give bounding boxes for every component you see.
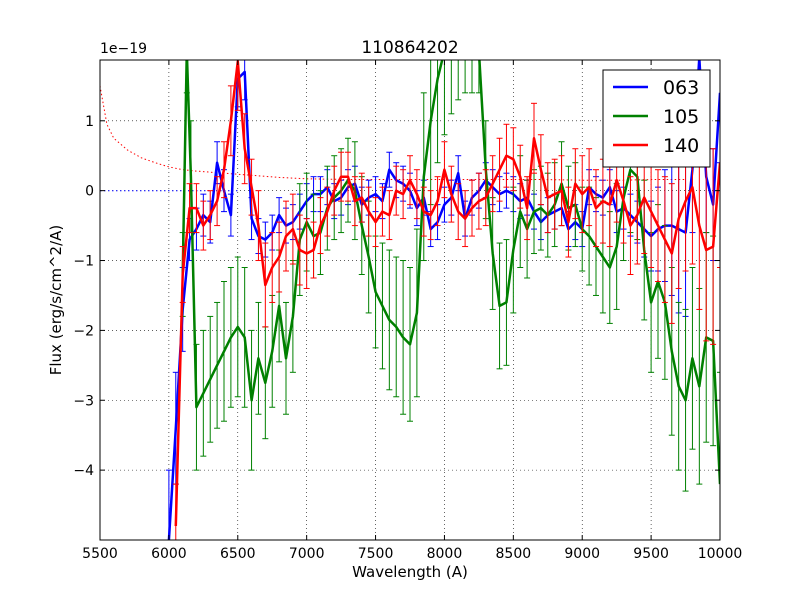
y-tick-label: −2 bbox=[73, 323, 94, 339]
x-tick-label: 6000 bbox=[151, 546, 187, 562]
x-tick-label: 5500 bbox=[82, 546, 118, 562]
series-line-105 bbox=[181, 60, 720, 485]
chart-title: 110864202 bbox=[361, 38, 458, 58]
y-axis-label: Flux (erg/s/cm^2/A) bbox=[47, 225, 65, 376]
legend-label-140: 140 bbox=[663, 135, 699, 157]
x-tick-label: 10000 bbox=[698, 546, 743, 562]
x-tick-label: 8500 bbox=[496, 546, 532, 562]
legend-label-063: 063 bbox=[663, 77, 699, 99]
x-tick-label: 7500 bbox=[358, 546, 394, 562]
y-tick-label: −1 bbox=[73, 254, 94, 270]
offset-label: 1e−19 bbox=[100, 41, 147, 57]
series-line-140 bbox=[174, 60, 720, 527]
x-tick-label: 7000 bbox=[289, 546, 325, 562]
legend: 063 105 140 bbox=[602, 69, 711, 168]
plot-frame bbox=[99, 59, 721, 541]
x-axis-label: Wavelength (A) bbox=[352, 563, 468, 581]
axis-ticks: 5500 6000 6500 7000 7500 8000 8500 9000 9500 1000… bbox=[73, 60, 742, 562]
x-tick-label: 8000 bbox=[427, 546, 463, 562]
y-tick-label: −4 bbox=[73, 463, 94, 479]
x-tick-label: 9500 bbox=[633, 546, 669, 562]
legend-label-105: 105 bbox=[663, 106, 699, 128]
y-tick-label: 1 bbox=[85, 114, 94, 130]
x-tick-label: 6500 bbox=[220, 546, 256, 562]
y-tick-label: 0 bbox=[85, 184, 94, 200]
series-layer bbox=[165, 60, 720, 540]
y-tick-label: −3 bbox=[73, 393, 94, 409]
x-tick-label: 9000 bbox=[564, 546, 600, 562]
